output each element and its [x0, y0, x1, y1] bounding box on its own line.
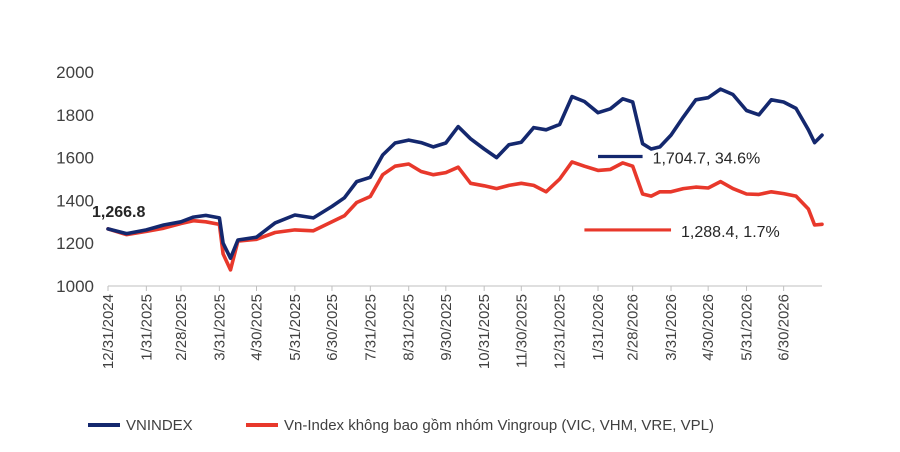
- annotation-end-ex-vingroup: 1,288.4, 1.7%: [681, 224, 780, 241]
- x-tick-label: 9/30/2025: [438, 294, 455, 361]
- x-tick-label: 1/31/2026: [590, 294, 607, 361]
- x-tick-label: 11/30/2025: [513, 294, 530, 368]
- x-tick-label: 12/31/2024: [100, 294, 117, 369]
- x-tick-label: 2/28/2026: [625, 294, 642, 361]
- x-tick-label: 6/30/2025: [324, 294, 341, 361]
- x-tick-label: 3/31/2025: [211, 294, 228, 361]
- annotation-start-value: 1,266.8: [92, 204, 145, 221]
- x-tick-label: 3/31/2026: [663, 294, 680, 361]
- legend-label-ex-vingroup: Vn-Index không bao gồm nhóm Vingroup (VI…: [284, 417, 714, 434]
- x-tick-label: 10/31/2025: [476, 294, 493, 369]
- legend-label-vnindex: VNINDEX: [126, 417, 193, 434]
- x-tick-label: 5/31/2026: [739, 294, 756, 361]
- x-tick-label: 12/31/2025: [552, 294, 569, 369]
- y-tick-label: 1200: [56, 234, 94, 253]
- y-tick-label: 1400: [56, 191, 94, 210]
- x-tick-label: 5/31/2025: [287, 294, 304, 361]
- x-tick-label: 6/30/2026: [776, 294, 793, 361]
- y-tick-label: 1600: [56, 149, 94, 168]
- y-tick-label: 1000: [56, 277, 94, 296]
- x-tick-label: 4/30/2025: [248, 294, 265, 361]
- series-line-vnindex: [106, 87, 824, 260]
- x-tick-label: 1/31/2025: [138, 294, 155, 361]
- y-tick-label: 2000: [56, 63, 94, 82]
- y-tick-label: 1800: [56, 106, 94, 125]
- x-tick-label: 2/28/2025: [173, 294, 190, 361]
- annotation-end-vnindex: 1,704.7, 34.6%: [653, 151, 761, 168]
- series-line-ex-vingroup: [106, 160, 824, 272]
- x-tick-label: 8/31/2025: [401, 294, 418, 361]
- x-tick-label: 4/30/2026: [700, 294, 717, 361]
- x-tick-label: 7/31/2025: [362, 294, 379, 361]
